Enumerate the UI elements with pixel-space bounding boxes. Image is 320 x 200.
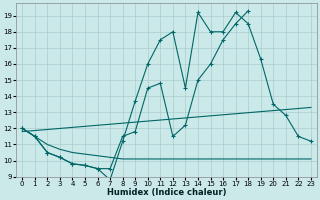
- X-axis label: Humidex (Indice chaleur): Humidex (Indice chaleur): [107, 188, 226, 197]
